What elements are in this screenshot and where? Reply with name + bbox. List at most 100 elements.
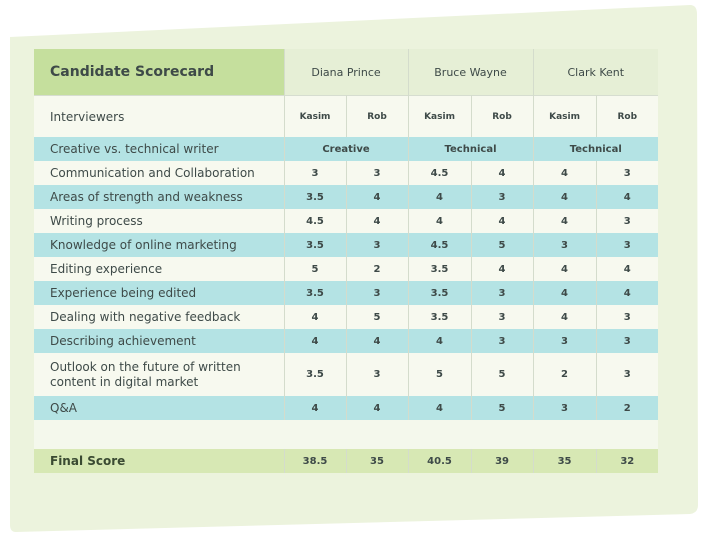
score-cell: 3: [533, 329, 597, 353]
score-cell: 4: [596, 257, 659, 281]
score-cell: 4: [596, 281, 659, 305]
final-score-label: Final Score: [34, 449, 285, 473]
final-score-cell: 32: [596, 449, 659, 473]
score-cell: 4: [408, 396, 472, 420]
criterion-label: Describing achievement: [34, 329, 285, 353]
score-cell: 3: [596, 353, 659, 396]
score-cell: 4: [284, 329, 347, 353]
score-cell: 4.5: [408, 161, 472, 185]
interviewers-row: Interviewers Kasim Rob Kasim Rob Kasim R…: [34, 95, 659, 137]
interviewer-name: Rob: [346, 95, 409, 137]
score-cell: 3: [471, 329, 534, 353]
score-cell: 3: [596, 329, 659, 353]
score-cell: 4: [346, 209, 409, 233]
interviewer-name: Rob: [471, 95, 534, 137]
score-cell: 3.5: [284, 281, 347, 305]
score-row: Outlook on the future of written content…: [34, 353, 659, 396]
criterion-label: Communication and Collaboration: [34, 161, 285, 185]
score-cell: 5: [346, 305, 409, 329]
score-cell: 4: [471, 257, 534, 281]
score-row: Areas of strength and weakness 3.5 4 4 3 4 4: [34, 185, 659, 209]
writer-type-value: Creative: [284, 137, 409, 161]
criterion-label: Areas of strength and weakness: [34, 185, 285, 209]
score-cell: 4: [533, 161, 597, 185]
writer-type-row: Creative vs. technical writer Creative T…: [34, 137, 659, 161]
score-cell: 4: [346, 396, 409, 420]
score-cell: 5: [471, 353, 534, 396]
score-cell: 3: [346, 161, 409, 185]
score-cell: 4: [408, 329, 472, 353]
score-cell: 4: [346, 185, 409, 209]
spacer-cell: [34, 420, 659, 449]
final-score-row: Final Score 38.5 35 40.5 39 35 32: [34, 449, 659, 473]
criterion-label: Experience being edited: [34, 281, 285, 305]
score-cell: 3: [284, 161, 347, 185]
candidate-name: Diana Prince: [284, 49, 409, 96]
score-cell: 4: [408, 185, 472, 209]
score-cell: 2: [533, 353, 597, 396]
score-cell: 5: [471, 396, 534, 420]
score-cell: 4: [284, 396, 347, 420]
interviewer-name: Kasim: [408, 95, 472, 137]
score-cell: 3: [346, 353, 409, 396]
score-cell: 3: [471, 305, 534, 329]
score-cell: 3.5: [284, 233, 347, 257]
score-row: Communication and Collaboration 3 3 4.5 4 4 3: [34, 161, 659, 185]
criterion-label: Q&A: [34, 396, 285, 420]
score-cell: 3.5: [284, 353, 347, 396]
criterion-label: Dealing with negative feedback: [34, 305, 285, 329]
interviewers-label: Interviewers: [34, 95, 285, 137]
score-cell: 3: [596, 305, 659, 329]
writer-type-value: Technical: [408, 137, 534, 161]
candidate-name: Bruce Wayne: [408, 49, 534, 96]
spacer-row: [34, 420, 659, 449]
score-cell: 3.5: [284, 185, 347, 209]
score-cell: 3.5: [408, 305, 472, 329]
score-cell: 3: [533, 233, 597, 257]
score-row: Experience being edited 3.5 3 3.5 3 4 4: [34, 281, 659, 305]
row-label: Creative vs. technical writer: [34, 137, 285, 161]
final-score-cell: 38.5: [284, 449, 347, 473]
final-score-cell: 39: [471, 449, 534, 473]
score-cell: 2: [346, 257, 409, 281]
score-cell: 4.5: [284, 209, 347, 233]
score-row: Dealing with negative feedback 4 5 3.5 3 4 3: [34, 305, 659, 329]
header-row: Candidate Scorecard Diana Prince Bruce W…: [34, 49, 659, 96]
score-cell: 3: [471, 281, 534, 305]
score-cell: 4: [533, 281, 597, 305]
score-cell: 4: [533, 185, 597, 209]
score-cell: 3: [346, 281, 409, 305]
final-score-cell: 40.5: [408, 449, 472, 473]
score-cell: 5: [284, 257, 347, 281]
score-row: Knowledge of online marketing 3.5 3 4.5 5 3 3: [34, 233, 659, 257]
interviewer-name: Kasim: [533, 95, 597, 137]
interviewer-name: Rob: [596, 95, 659, 137]
score-cell: 4.5: [408, 233, 472, 257]
score-cell: 4: [346, 329, 409, 353]
score-cell: 4: [408, 209, 472, 233]
score-cell: 2: [596, 396, 659, 420]
score-cell: 3.5: [408, 257, 472, 281]
score-cell: 3: [471, 185, 534, 209]
score-cell: 3: [346, 233, 409, 257]
score-row: Writing process 4.5 4 4 4 4 3: [34, 209, 659, 233]
score-cell: 4: [533, 209, 597, 233]
scorecard-table: Candidate Scorecard Diana Prince Bruce W…: [34, 49, 659, 473]
score-cell: 4: [533, 305, 597, 329]
score-cell: 4: [596, 185, 659, 209]
final-score-cell: 35: [533, 449, 597, 473]
score-row: Q&A 4 4 4 5 3 2: [34, 396, 659, 420]
scorecard-title: Candidate Scorecard: [34, 49, 285, 96]
score-row: Editing experience 5 2 3.5 4 4 4: [34, 257, 659, 281]
score-cell: 4: [533, 257, 597, 281]
score-cell: 3: [596, 161, 659, 185]
final-score-cell: 35: [346, 449, 409, 473]
score-cell: 4: [471, 209, 534, 233]
criterion-label: Knowledge of online marketing: [34, 233, 285, 257]
score-cell: 3: [596, 233, 659, 257]
score-rows: Communication and Collaboration 3 3 4.5 4 4 3 A…: [34, 161, 659, 420]
criterion-label: Writing process: [34, 209, 285, 233]
score-cell: 5: [408, 353, 472, 396]
score-row: Describing achievement 4 4 4 3 3 3: [34, 329, 659, 353]
writer-type-value: Technical: [533, 137, 659, 161]
